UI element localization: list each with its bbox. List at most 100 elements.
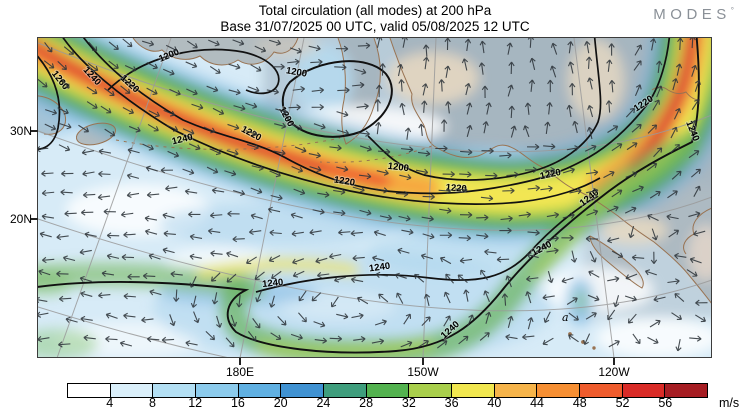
arrow-layer [38, 38, 708, 352]
wind-arrow [120, 211, 134, 218]
wind-arrow [611, 143, 623, 152]
wind-arrow [464, 82, 471, 96]
wind-arrow [588, 270, 600, 278]
colorbar-segment [580, 384, 623, 397]
wind-arrow [667, 190, 678, 199]
wind-arrow [308, 152, 321, 159]
wind-arrow [467, 314, 475, 327]
wind-arrow [290, 212, 303, 219]
wind-arrow [476, 232, 489, 240]
wind-arrow [417, 150, 431, 157]
wind-arrow [357, 130, 370, 137]
wind-arrow [587, 77, 594, 90]
wind-arrow [374, 319, 387, 326]
wind-arrow [58, 341, 71, 348]
wind-arrow [650, 251, 658, 265]
wind-arrow [646, 162, 658, 171]
wind-arrow [399, 174, 412, 181]
wind-arrow [122, 107, 135, 115]
wind-arrow [569, 188, 582, 195]
longitude-axis-label: 150W [407, 365, 439, 379]
wind-arrow [668, 229, 680, 238]
wind-arrow [59, 123, 72, 130]
wind-arrow [460, 148, 473, 156]
wind-arrow [79, 248, 92, 256]
latitude-tick [31, 130, 38, 132]
wind-arrow [608, 79, 616, 93]
wind-arrow [444, 65, 451, 78]
wind-arrow [439, 207, 452, 214]
wind-arrow [288, 104, 301, 111]
wind-arrow [543, 143, 556, 150]
wind-arrow [378, 293, 389, 303]
colorbar-segment [68, 384, 111, 397]
wind-arrow [508, 61, 515, 75]
wind-arrow [398, 79, 405, 92]
latitude-tick [31, 218, 38, 220]
wind-arrow [146, 62, 158, 70]
wind-arrow [650, 38, 657, 51]
wind-arrow [542, 166, 556, 174]
wind-arrow [80, 209, 94, 216]
modes-logo-text: MODES [653, 6, 731, 23]
colorbar-segment [153, 384, 197, 397]
wind-arrow [690, 119, 697, 132]
wind-arrow [294, 146, 307, 153]
wind-arrow [167, 150, 180, 158]
wind-arrow [418, 123, 425, 137]
wind-arrow [271, 270, 282, 280]
wind-arrow [649, 319, 661, 328]
wind-arrow [189, 233, 203, 241]
wind-arrow [414, 273, 425, 283]
wind-arrow [173, 289, 180, 302]
wind-arrow [228, 63, 241, 70]
wind-arrow [422, 193, 435, 200]
wind-arrow [666, 213, 679, 221]
contour-label-1240: 1240 [368, 261, 390, 275]
wind-arrow [163, 230, 176, 237]
contour-label-1200: 1200 [285, 65, 308, 80]
wind-arrow [375, 271, 388, 278]
colorbar-tick-label: 4 [106, 396, 114, 408]
wind-arrow [634, 84, 642, 97]
wind-arrow [225, 337, 235, 348]
wind-arrow [313, 123, 326, 130]
colorbar-tick-label: 28 [359, 396, 374, 408]
wind-arrow [41, 170, 54, 177]
wind-arrow [124, 65, 137, 72]
wind-arrow [226, 150, 239, 157]
parallel-10n [38, 306, 232, 358]
wind-arrow [485, 102, 492, 115]
wind-arrow [439, 232, 453, 239]
wind-arrow [546, 211, 560, 219]
wind-arrow [184, 188, 198, 195]
wind-arrow [421, 83, 429, 96]
wind-arrow [333, 209, 346, 217]
wind-arrow [290, 333, 303, 341]
wind-arrow [415, 168, 429, 175]
wind-arrow [569, 82, 576, 96]
wind-arrow [329, 253, 342, 260]
wind-arrow [691, 64, 698, 77]
wind-arrow [688, 150, 700, 159]
wind-arrow [693, 185, 701, 197]
wind-arrow [146, 191, 160, 198]
wind-arrow [440, 119, 448, 132]
colorbar-segment [196, 384, 239, 397]
wind-arrow [372, 255, 385, 262]
wind-arrow [147, 123, 159, 132]
wind-arrow [526, 275, 539, 282]
colorbar-tick-label: 40 [487, 396, 502, 408]
wind-arrow [57, 107, 69, 115]
wind-arrow [191, 103, 204, 110]
wind-arrow [439, 256, 452, 265]
wind-arrow [104, 128, 116, 137]
wind-arrow [527, 229, 540, 236]
wind-arrow [61, 170, 74, 177]
wind-arrow [81, 149, 95, 156]
wind-arrow [584, 144, 597, 152]
contour-1240-gyre-inner [255, 195, 599, 293]
wind-arrow [624, 206, 637, 214]
wind-arrow [232, 39, 245, 46]
wind-arrow [649, 190, 661, 199]
